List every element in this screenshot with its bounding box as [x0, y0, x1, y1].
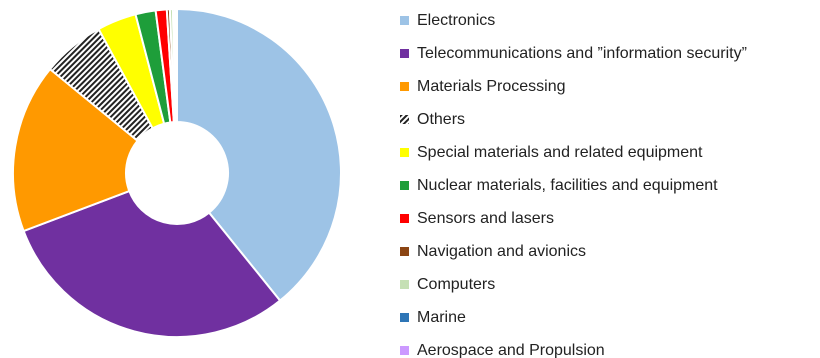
legend-item-marine: Marine [400, 301, 815, 334]
legend-label: Marine [417, 308, 466, 326]
legend-label: Telecommunications and ”information secu… [417, 44, 747, 62]
legend-item-others: Others [400, 103, 815, 136]
legend-label: Materials Processing [417, 77, 566, 95]
slice-telecommunications-and-information-security [22, 189, 282, 338]
legend-label: Sensors and lasers [417, 209, 554, 227]
legend-swatch [400, 214, 409, 223]
legend-swatch [400, 346, 409, 355]
donut-slices [12, 7, 342, 338]
legend-label: Electronics [417, 11, 496, 29]
legend-swatch [400, 247, 409, 256]
legend: Electronics Telecommunications and ”infor… [400, 4, 815, 358]
legend-item-electronics: Electronics [400, 4, 815, 37]
legend-item-special-materials-and-related-equipment: Special materials and related equipment [400, 136, 815, 169]
legend-item-telecommunications-and-information-security: Telecommunications and ”information secu… [400, 37, 815, 70]
legend-label: Computers [417, 275, 496, 293]
legend-label: Special materials and related equipment [417, 143, 703, 161]
slice-electronics [176, 7, 342, 302]
legend-item-navigation-and-avionics: Navigation and avionics [400, 235, 815, 268]
legend-swatch [400, 181, 409, 190]
slice-materials-processing [12, 67, 139, 233]
legend-item-aerospace-and-propulsion: Aerospace and Propulsion [400, 334, 815, 358]
legend-swatch [400, 16, 409, 25]
legend-swatch [400, 280, 409, 289]
legend-label: Others [417, 110, 466, 128]
legend-label: Navigation and avionics [417, 242, 586, 260]
legend-swatch [400, 148, 409, 157]
legend-item-materials-processing: Materials Processing [400, 70, 815, 103]
legend-swatch [400, 49, 409, 58]
slice-aerospace-and-propulsion [173, 7, 178, 124]
legend-swatch [400, 313, 409, 322]
legend-label: Aerospace and Propulsion [417, 341, 605, 358]
legend-swatch [400, 82, 409, 91]
legend-item-sensors-and-lasers: Sensors and lasers [400, 202, 815, 235]
donut-chart [12, 7, 342, 338]
legend-label: Nuclear materials, facilities and equipm… [417, 176, 718, 194]
legend-item-nuclear-materials-facilities-and-equipment: Nuclear materials, facilities and equipm… [400, 169, 815, 202]
legend-item-computers: Computers [400, 268, 815, 301]
legend-swatch [400, 115, 409, 124]
